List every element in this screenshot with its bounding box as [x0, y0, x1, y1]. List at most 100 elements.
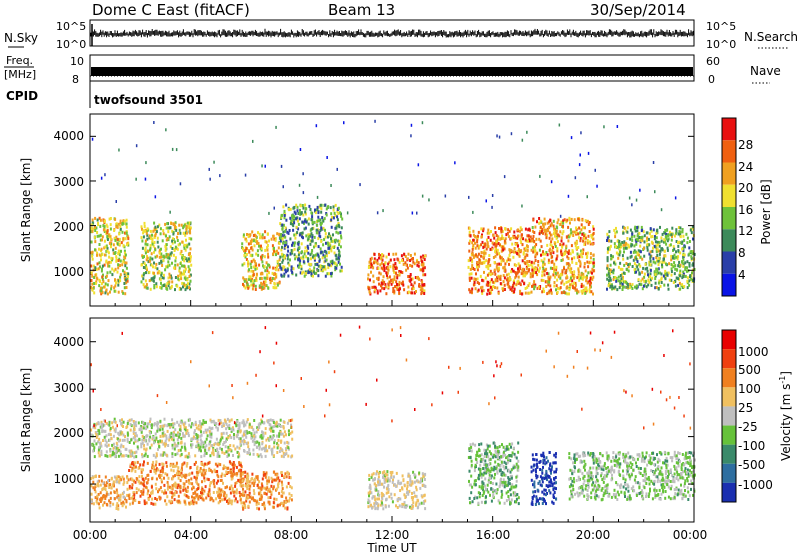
echo-cell	[108, 486, 110, 489]
echo-cell	[185, 432, 187, 435]
echo-cell	[619, 286, 621, 289]
echo-cell	[176, 472, 178, 475]
echo-cell	[373, 261, 375, 264]
echo-cell	[331, 226, 333, 229]
echo-cell	[293, 244, 295, 247]
echo-cell	[311, 215, 313, 218]
echo-cell	[579, 163, 581, 166]
echo-cell	[315, 254, 317, 257]
echo-cell	[514, 288, 516, 291]
echo-cell	[680, 235, 682, 238]
echo-cell	[203, 499, 205, 502]
echo-cell	[277, 483, 279, 486]
echo-cell	[652, 257, 654, 260]
echo-cell	[108, 279, 110, 282]
echo-cell	[428, 198, 430, 201]
echo-cell	[542, 250, 544, 253]
echo-cell	[105, 488, 107, 491]
echo-cell	[277, 260, 279, 263]
echo-cell	[333, 216, 335, 219]
echo-cell	[687, 237, 689, 240]
echo-cell	[111, 268, 113, 271]
echo-cell	[673, 261, 675, 264]
echo-cell	[240, 484, 242, 487]
echo-cell	[653, 261, 655, 264]
echo-cell	[661, 263, 663, 266]
echo-cell	[217, 451, 219, 454]
nsearch-tick-bottom: 10^0	[706, 38, 736, 51]
echo-cell	[683, 285, 685, 288]
echo-cell	[174, 288, 176, 291]
echo-cell	[503, 280, 505, 283]
echo-cell	[191, 438, 193, 441]
echo-cell	[218, 455, 220, 458]
echo-cell	[556, 230, 558, 233]
echo-cell	[183, 272, 185, 275]
echo-cell	[653, 228, 655, 231]
echo-cell	[562, 270, 564, 273]
echo-cell	[647, 270, 649, 273]
echo-cell	[156, 285, 158, 288]
echo-cell	[551, 255, 553, 258]
echo-cell	[658, 287, 660, 290]
echo-cell	[275, 239, 277, 242]
echo-cell	[177, 484, 179, 487]
echo-cell	[320, 240, 322, 243]
echo-cell	[571, 244, 573, 247]
echo-cell	[175, 246, 177, 249]
echo-cell	[117, 266, 119, 269]
echo-cell	[278, 432, 280, 435]
echo-cell	[374, 286, 376, 289]
echo-cell	[631, 236, 633, 239]
echo-cell	[171, 487, 173, 490]
echo-cell	[126, 219, 128, 222]
echo-cell	[500, 282, 502, 285]
echo-cell	[195, 461, 197, 464]
echo-cell	[541, 274, 543, 277]
nave-label: Nave	[750, 64, 781, 78]
echo-cell	[524, 262, 526, 265]
echo-cell	[688, 262, 690, 265]
echo-cell	[246, 451, 248, 454]
echo-cell	[99, 279, 101, 282]
echo-cell	[506, 278, 508, 281]
echo-cell	[186, 429, 188, 432]
echo-cell	[115, 268, 117, 271]
echo-cell	[654, 261, 656, 264]
echo-cell	[194, 476, 196, 479]
echo-cell	[97, 235, 99, 238]
echo-cell	[613, 261, 615, 264]
echo-cell	[247, 496, 249, 499]
echo-cell	[631, 287, 633, 290]
echo-cell	[249, 501, 251, 504]
echo-cell	[170, 469, 172, 472]
echo-cell	[291, 494, 293, 497]
echo-cell	[221, 425, 223, 428]
echo-cell	[253, 453, 255, 456]
echo-cell	[586, 261, 588, 264]
echo-cell	[299, 184, 301, 187]
echo-cell	[269, 438, 271, 441]
echo-cell	[110, 287, 112, 290]
echo-cell	[96, 277, 98, 280]
echo-cell	[93, 291, 95, 294]
echo-cell	[260, 256, 262, 259]
echo-cell	[116, 442, 118, 445]
echo-cell	[184, 256, 186, 259]
echo-cell	[532, 219, 534, 222]
echo-cell	[116, 200, 118, 203]
echo-cell	[326, 156, 328, 159]
echo-cell	[304, 227, 306, 230]
echo-cell	[330, 219, 332, 222]
echo-cell	[337, 212, 339, 215]
echo-cell	[307, 252, 309, 255]
echo-cell	[259, 435, 261, 438]
nsearch-label: N.Search	[744, 30, 798, 44]
echo-cell	[187, 222, 189, 225]
echo-cell	[589, 230, 591, 233]
echo-cell	[234, 473, 236, 476]
echo-cell	[136, 491, 138, 494]
echo-cell	[578, 290, 580, 293]
echo-cell	[672, 257, 674, 260]
echo-cell	[686, 260, 688, 263]
